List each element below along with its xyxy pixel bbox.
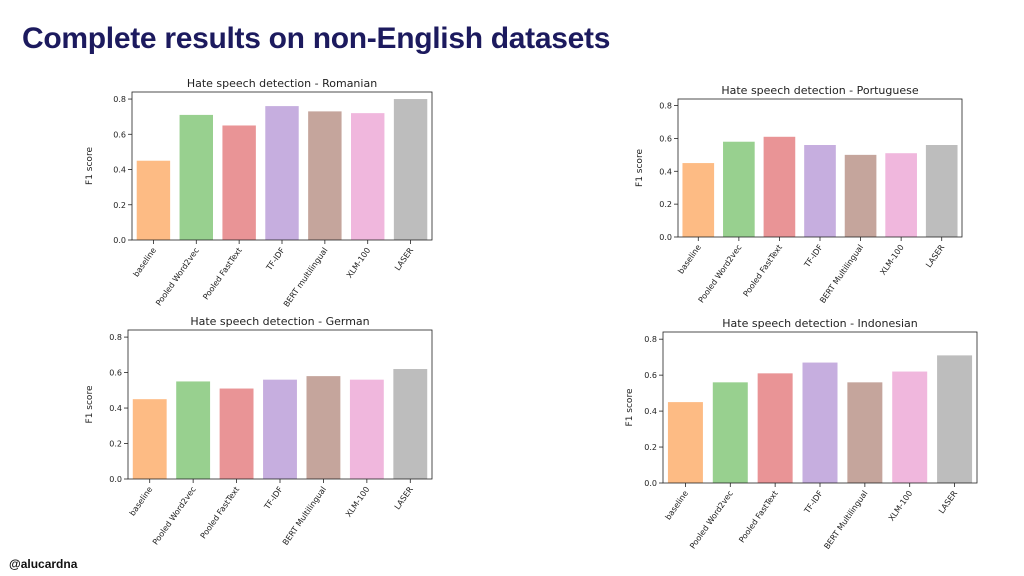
bar-pooled-fasttext <box>222 125 256 240</box>
plot-frame <box>677 98 963 238</box>
chart-german: Hate speech detection - German F1 score 0.… <box>85 315 433 547</box>
bar-tf-idf <box>802 362 838 483</box>
x-tick-label: Pooled Word2vec <box>688 489 735 551</box>
bar-laser <box>925 145 958 237</box>
y-tick-label: 0.4 <box>644 407 657 416</box>
x-tick-label: TF-IDF <box>802 489 825 516</box>
y-tick-label: 0.2 <box>109 440 122 449</box>
x-tick-label: LASER <box>393 246 415 273</box>
chart-romanian: Hate speech detection - Romanian F1 score… <box>85 77 433 309</box>
y-tick-label: 0.8 <box>644 335 657 344</box>
bar-pooled-fasttext <box>763 136 796 237</box>
y-tick-label: 0.4 <box>109 404 122 413</box>
chart-title: Hate speech detection - German <box>190 315 369 328</box>
x-tick-label: Pooled FastText <box>199 485 242 540</box>
chart-title: Hate speech detection - Indonesian <box>722 317 917 330</box>
y-tick-label: 0.2 <box>644 443 657 452</box>
bar-xlm-100 <box>885 153 917 237</box>
x-tick-label: baseline <box>663 489 690 522</box>
x-tick-label: LASER <box>924 243 946 270</box>
bar-bert-multilingual <box>844 154 877 237</box>
bar-pooled-fasttext <box>219 388 254 479</box>
y-tick-label: 0.4 <box>659 167 672 176</box>
x-tick-label: BERT Multilingual <box>281 485 328 547</box>
x-tick-label: TF-IDF <box>264 246 287 273</box>
y-tick-label: 0.8 <box>113 95 126 104</box>
bar-pooled-word2vec <box>179 114 213 240</box>
bar-pooled-word2vec <box>723 141 755 237</box>
x-tick-label: baseline <box>131 246 158 279</box>
y-tick-label: 0.0 <box>644 479 657 488</box>
bar-pooled-word2vec <box>712 382 748 483</box>
plot-frame <box>131 91 433 241</box>
x-tick-label: Pooled FastText <box>737 489 780 544</box>
bar-bert-multilingual <box>308 111 342 240</box>
x-tick-label: baseline <box>128 485 155 518</box>
y-tick-label: 0.2 <box>659 200 672 209</box>
y-tick-label: 0.6 <box>644 371 657 380</box>
plot-frame <box>127 329 433 480</box>
x-tick-label: LASER <box>937 489 959 516</box>
bar-xlm-100 <box>892 371 928 483</box>
bar-laser <box>937 355 973 483</box>
bar-baseline <box>682 163 715 237</box>
x-tick-label: Pooled Word2vec <box>151 485 198 547</box>
x-tick-label: BERT Multilingual <box>822 489 869 551</box>
x-tick-label: baseline <box>676 243 703 276</box>
y-axis-label: F1 score <box>635 149 645 187</box>
bar-bert-multilingual <box>847 382 883 483</box>
y-tick-label: 0.0 <box>113 236 126 245</box>
x-tick-label: XLM-100 <box>345 246 372 280</box>
x-tick-label: BERT Multilingual <box>818 243 865 305</box>
x-tick-label: BERT multilingual <box>282 246 330 309</box>
y-axis-label: F1 score <box>85 385 95 423</box>
y-tick-label: 0.2 <box>113 201 126 210</box>
chart-indonesian: Hate speech detection - Indonesian F1 sco… <box>625 317 978 551</box>
author-handle: @alucardna <box>9 557 78 571</box>
y-tick-label: 0.6 <box>659 134 672 143</box>
x-tick-label: TF-IDF <box>802 243 825 270</box>
y-tick-label: 0.8 <box>659 102 672 111</box>
y-tick-label: 0.0 <box>109 475 122 484</box>
y-tick-label: 0.0 <box>659 233 672 242</box>
chart-title: Hate speech detection - Romanian <box>187 77 377 90</box>
y-tick-label: 0.6 <box>109 369 122 378</box>
x-tick-label: XLM-100 <box>344 485 371 519</box>
y-axis-label: F1 score <box>625 388 635 426</box>
y-tick-label: 0.6 <box>113 130 126 139</box>
bar-bert-multilingual <box>306 376 341 479</box>
x-tick-label: XLM-100 <box>878 243 905 277</box>
bar-tf-idf <box>804 145 836 237</box>
x-tick-label: Pooled Word2vec <box>697 243 744 305</box>
y-tick-label: 0.8 <box>109 333 122 342</box>
bar-laser <box>393 99 428 240</box>
x-tick-label: Pooled FastText <box>742 243 785 298</box>
bar-tf-idf <box>263 379 297 479</box>
bar-pooled-word2vec <box>176 381 211 479</box>
bar-baseline <box>132 399 167 479</box>
bar-laser <box>393 369 428 479</box>
chart-portuguese: Hate speech detection - Portuguese F1 sco… <box>635 84 963 305</box>
slide-title: Complete results on non-English datasets <box>22 22 611 55</box>
x-tick-label: TF-IDF <box>262 485 285 512</box>
bar-baseline <box>667 402 703 483</box>
x-tick-label: XLM-100 <box>887 489 914 523</box>
y-axis-label: F1 score <box>85 147 95 185</box>
bar-pooled-fasttext <box>757 373 793 483</box>
bar-xlm-100 <box>349 379 384 479</box>
x-tick-label: Pooled Word2vec <box>154 246 201 308</box>
x-tick-label: LASER <box>393 485 415 512</box>
bar-tf-idf <box>265 106 299 240</box>
bar-xlm-100 <box>351 113 385 240</box>
chart-title: Hate speech detection - Portuguese <box>721 84 918 97</box>
x-tick-label: Pooled FastText <box>201 246 244 301</box>
bar-baseline <box>136 160 171 240</box>
plot-frame <box>662 331 978 484</box>
y-tick-label: 0.4 <box>113 166 126 175</box>
